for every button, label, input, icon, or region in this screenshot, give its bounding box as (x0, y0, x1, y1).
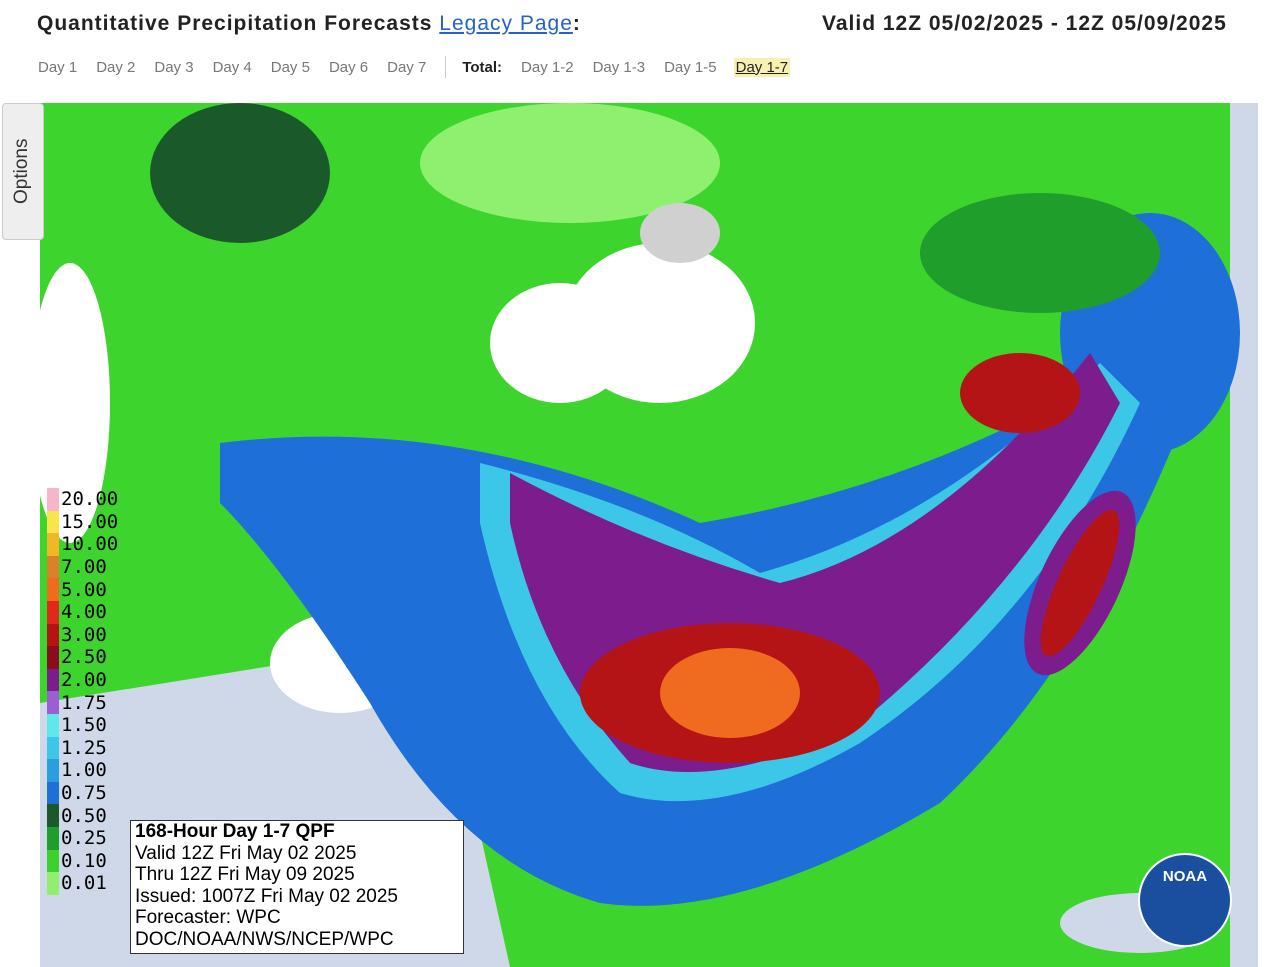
legend-swatch (47, 826, 59, 850)
page-title: Quantitative Precipitation Forecasts (37, 12, 433, 35)
valid-range: Valid 12Z 05/02/2025 - 12Z 05/09/2025 (822, 12, 1227, 35)
legend-row: 10.00 (47, 533, 130, 556)
legend-row: 1.00 (47, 759, 130, 782)
noaa-logo: NOAA (1138, 853, 1232, 947)
legend-label: 0.75 (61, 782, 107, 805)
legend-label: 3.00 (61, 623, 107, 646)
day-tab[interactable]: Day 7 (387, 58, 427, 76)
legend-swatch (47, 872, 59, 895)
legend-row: 5.00 (47, 578, 130, 601)
legend-label: 1.75 (61, 691, 107, 714)
day-tab[interactable]: Day 1 (38, 58, 78, 76)
info-line: 168-Hour Day 1-7 QPF (135, 821, 335, 842)
legend-label: 7.00 (61, 556, 107, 579)
legend-label: 10.00 (61, 533, 119, 556)
options-tab[interactable]: Options (2, 103, 44, 240)
day-tab[interactable]: Day 4 (212, 58, 252, 76)
legend-row: 1.25 (47, 736, 130, 760)
legend-swatch (47, 759, 59, 782)
day-tab[interactable]: Day 2 (96, 58, 136, 76)
legend-row: 2.50 (47, 646, 130, 669)
legend-row: 1.75 (47, 691, 130, 714)
info-line: Thru 12Z Fri May 09 2025 (135, 864, 355, 885)
legend-swatch (47, 623, 59, 647)
separator (445, 56, 447, 78)
total-tab[interactable]: Day 1-5 (664, 58, 717, 76)
legend-swatch (47, 713, 59, 737)
legend-label: 0.10 (61, 849, 107, 872)
legend-label: 2.00 (61, 669, 107, 692)
tabs: Day 1 Day 2 Day 3 Day 4 Day 5 Day 6 Day 7 Total… (36, 56, 805, 78)
info-line: Valid 12Z Fri May 02 2025 (135, 842, 357, 864)
legend-label: 1.50 (61, 714, 107, 737)
legend-swatch (47, 578, 59, 601)
legend-row: 7.00 (47, 555, 130, 579)
legend-label: 0.50 (61, 804, 107, 827)
legend-row: 20.00 (47, 488, 130, 511)
legend-swatch (47, 488, 59, 511)
legend-row: 0.10 (47, 849, 130, 873)
legend-swatch (47, 646, 59, 669)
legend-swatch (47, 736, 59, 760)
legend-row: 2.00 (47, 668, 130, 692)
day-tab[interactable]: Day 5 (270, 58, 310, 76)
legend-swatch (47, 555, 59, 579)
legend-label: 0.25 (61, 827, 107, 850)
day-tab[interactable]: Day 6 (328, 58, 369, 76)
legend-swatch (47, 668, 59, 692)
legend-row: 3.00 (47, 623, 130, 647)
legend: 20.00 15.00 10.00 7.00 5.00 4.00 3.00 2.50 2.00 1… (47, 488, 130, 895)
day-tab[interactable]: Day 3 (154, 58, 194, 76)
legend-row: 15.00 (47, 510, 130, 534)
legend-row: 0.75 (47, 781, 130, 805)
legend-swatch (47, 691, 59, 714)
legend-label: 5.00 (61, 578, 107, 601)
legend-swatch (47, 804, 59, 827)
precip-map (40, 103, 1258, 967)
total-tab[interactable]: Day 1-3 (592, 58, 646, 76)
legend-row: 1.50 (47, 713, 130, 737)
colon: : (572, 12, 581, 35)
info-line: DOC/NOAA/NWS/NCEP/WPC (135, 928, 394, 950)
info-box: 168-Hour Day 1-7 QPF Valid 12Z Fri May 02… (130, 820, 464, 954)
legend-row: 0.25 (47, 826, 130, 850)
legend-row: 0.01 (47, 872, 130, 895)
info-line: Forecaster: WPC (135, 907, 281, 928)
legend-swatch (47, 510, 59, 534)
options-label[interactable]: Options (11, 138, 32, 204)
legend-swatch (47, 533, 59, 556)
legend-swatch (47, 849, 59, 873)
info-line: Issued: 1007Z Fri May 02 2025 (135, 885, 398, 907)
legend-row: 0.50 (47, 804, 130, 827)
legend-label: 4.00 (61, 601, 107, 624)
legend-label: 0.01 (61, 872, 107, 895)
legend-label: 20.00 (61, 488, 119, 511)
legend-label: 1.00 (61, 759, 107, 782)
legend-swatch (47, 781, 59, 805)
legend-label: 15.00 (61, 510, 119, 533)
total-tab[interactable]: Day 1-7 (733, 57, 791, 77)
title-bar: Quantitative Precipitation Forecasts Leg… (37, 12, 581, 36)
legend-row: 4.00 (47, 600, 130, 624)
legend-swatch (47, 600, 59, 624)
legend-label: 2.50 (61, 646, 107, 669)
legend-label: 1.25 (61, 736, 107, 759)
total-label: Total: (462, 58, 503, 76)
legacy-link[interactable]: Legacy Page (439, 12, 573, 35)
total-tab[interactable]: Day 1-2 (521, 58, 574, 76)
